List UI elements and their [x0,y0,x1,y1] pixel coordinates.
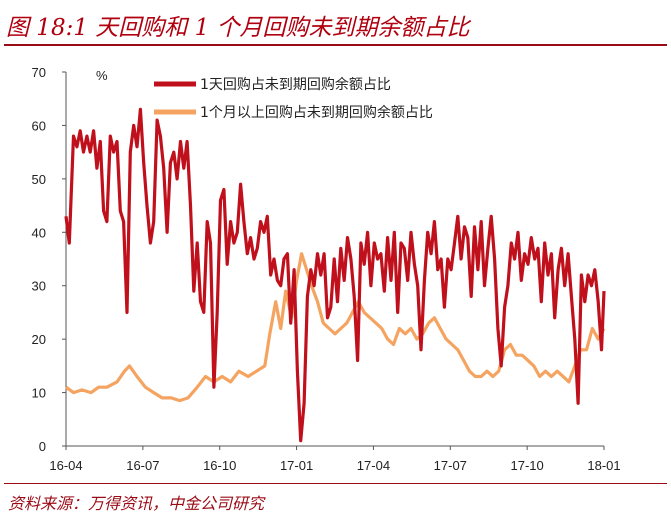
chart-axes: 0 10 20 30 40 50 60 70 % 16-04 16-07 16-10 17-01 17-0… [32,65,621,473]
y-tick-label: 60 [32,118,46,133]
chart-legend: 1天回购占未到期回购余额占比 1个月以上回购占未到期回购余额占比 [154,76,433,121]
legend-label-2: 1个月以上回购占未到期回购余额占比 [200,104,433,121]
y-tick-label: 10 [32,386,46,401]
x-tick-label: 16-10 [203,458,236,473]
x-tick-label: 17-04 [357,458,390,473]
legend-label-1: 1天回购占未到期回购余额占比 [200,76,391,93]
x-tick-label: 17-01 [280,458,313,473]
y-tick-label: 70 [32,65,46,80]
y-tick-label: 50 [32,172,46,187]
chart-series [64,107,606,443]
series-line-1 [64,107,606,443]
x-tick-label: 16-07 [126,458,159,473]
x-tick-label: 18-01 [587,458,620,473]
y-tick-label: 40 [32,225,46,240]
source-rule [4,483,667,484]
x-tick-label: 16-04 [49,458,82,473]
y-tick-label: 0 [39,439,46,454]
y-axis-label: % [96,68,108,83]
x-tick-label: 17-07 [434,458,467,473]
series-line-2 [65,252,606,403]
y-tick-label: 30 [32,279,46,294]
chart-title: 图 18:1 天回购和 1 个月回购未到期余额占比 [6,15,470,41]
y-tick-label: 20 [32,332,46,347]
title-rule [4,44,667,46]
source-note: 资料来源：万得资讯，中金公司研究 [8,494,265,513]
line-chart: 0 10 20 30 40 50 60 70 % 16-04 16-07 16-10 17-01 17-0… [32,65,621,473]
x-tick-label: 17-10 [511,458,544,473]
